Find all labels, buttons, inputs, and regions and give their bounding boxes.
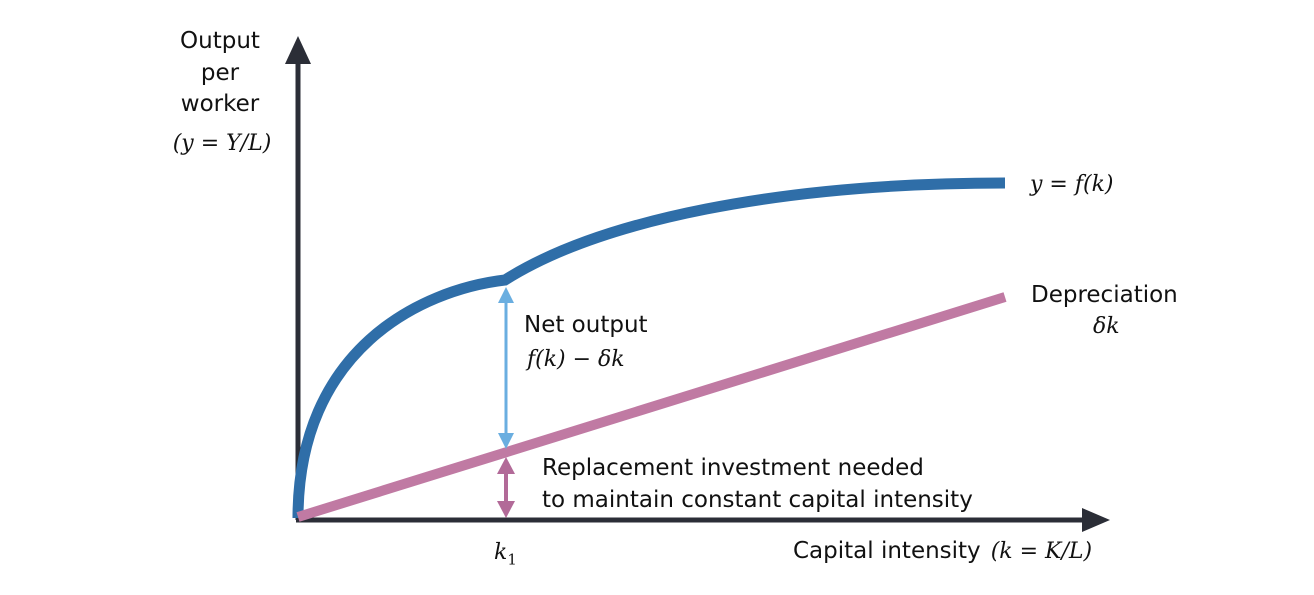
net-output-math: f(k) − δk <box>527 347 625 372</box>
production-function-curve <box>292 177 1006 519</box>
production-function-label: y = f(k) <box>1030 172 1114 197</box>
net-output-arrowhead-top <box>498 287 514 303</box>
k1-tick-subscript: 1 <box>507 550 517 569</box>
depreciation-label: Depreciation <box>1031 282 1178 308</box>
net-output-arrowhead-bottom <box>498 433 514 449</box>
y-axis-title-math: (y = Y/L) <box>172 131 272 156</box>
x-axis-title-math: (k = K/L) <box>990 539 1093 564</box>
replacement-arrowhead-bottom <box>497 501 515 518</box>
depreciation-math: δk <box>1093 314 1120 339</box>
y-axis-arrowhead <box>285 36 311 64</box>
y-axis-title: Output per worker <box>164 28 276 119</box>
x-axis-title: Capital intensity (k = K/L) <box>793 538 1092 566</box>
k1-tick-letter: k <box>494 540 508 565</box>
replacement-label-line1: Replacement investment needed <box>542 455 924 481</box>
replacement-arrowhead-top <box>497 457 515 474</box>
depreciation-line <box>296 292 1007 522</box>
x-axis-title-text: Capital intensity <box>793 538 981 564</box>
y-axis-title-line: worker <box>180 91 260 118</box>
x-axis-arrowhead <box>1082 508 1110 532</box>
replacement-label-line2: to maintain constant capital intensity <box>542 487 973 513</box>
y-axis-title-line: per <box>200 59 240 86</box>
y-axis-title-line: Output <box>180 28 260 54</box>
net-output-label: Net output <box>524 312 648 338</box>
k1-tick-label: k1 <box>494 540 517 568</box>
